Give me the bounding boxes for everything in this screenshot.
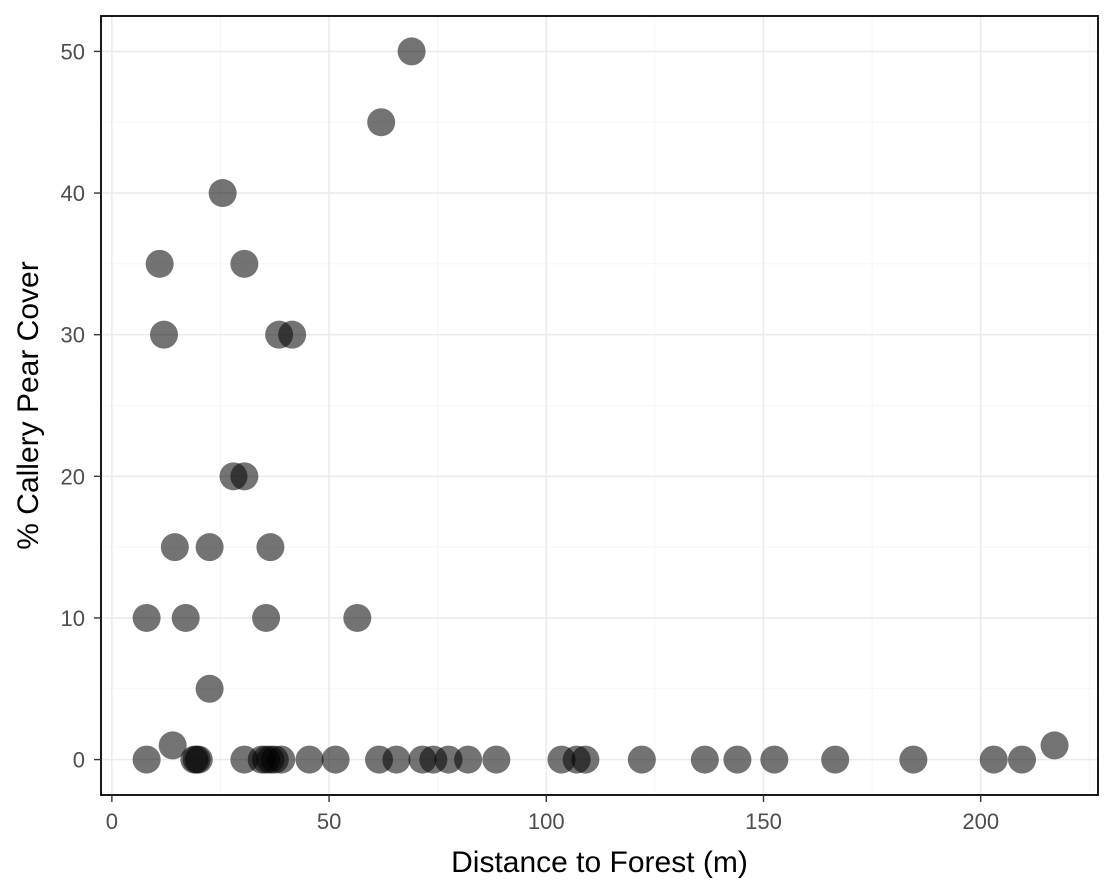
data-point <box>158 731 187 760</box>
y-tick-label: 0 <box>73 748 85 773</box>
data-point <box>132 603 161 632</box>
data-point <box>195 533 224 562</box>
data-point <box>230 462 259 491</box>
x-tick-label: 200 <box>962 809 999 834</box>
x-tick-label: 50 <box>317 809 341 834</box>
y-axis-title: % Callery Pear Cover <box>12 261 45 549</box>
data-points <box>132 37 1069 774</box>
x-axis-title: Distance to Forest (m) <box>451 846 748 879</box>
y-tick-label: 30 <box>61 323 85 348</box>
data-point <box>979 745 1008 774</box>
data-point <box>434 745 463 774</box>
data-point <box>132 745 161 774</box>
data-point <box>482 745 511 774</box>
x-tick-label: 0 <box>106 809 118 834</box>
y-tick-label: 50 <box>61 39 85 64</box>
y-axis: 0 10 20 30 40 50 <box>61 39 101 773</box>
data-point <box>760 745 789 774</box>
data-point <box>454 745 483 774</box>
x-tick-label: 150 <box>745 809 782 834</box>
y-tick-label: 10 <box>61 606 85 631</box>
data-point <box>252 603 281 632</box>
data-point <box>821 745 850 774</box>
data-point <box>160 533 189 562</box>
data-point <box>1007 745 1036 774</box>
data-point <box>171 603 200 632</box>
y-tick-label: 20 <box>61 464 85 489</box>
data-point <box>208 179 237 208</box>
data-point <box>690 745 719 774</box>
data-point <box>723 745 752 774</box>
data-point <box>321 745 350 774</box>
data-point <box>397 37 426 66</box>
plot-panel-border <box>100 15 1099 796</box>
y-tick-label: 40 <box>61 181 85 206</box>
data-point <box>382 745 411 774</box>
data-point <box>343 603 372 632</box>
data-point <box>899 745 928 774</box>
x-tick-label: 100 <box>528 809 565 834</box>
data-point <box>230 249 259 278</box>
data-point <box>145 249 174 278</box>
grid-lines <box>101 16 1098 795</box>
data-point <box>256 533 285 562</box>
data-point <box>184 745 213 774</box>
data-point <box>267 745 296 774</box>
data-point <box>367 108 396 137</box>
data-point <box>295 745 324 774</box>
data-point <box>1040 731 1069 760</box>
data-point <box>278 320 307 349</box>
data-point <box>195 674 224 703</box>
x-axis: 0 50 100 150 200 <box>106 795 999 834</box>
data-point <box>627 745 656 774</box>
data-point <box>149 320 178 349</box>
data-point <box>571 745 600 774</box>
